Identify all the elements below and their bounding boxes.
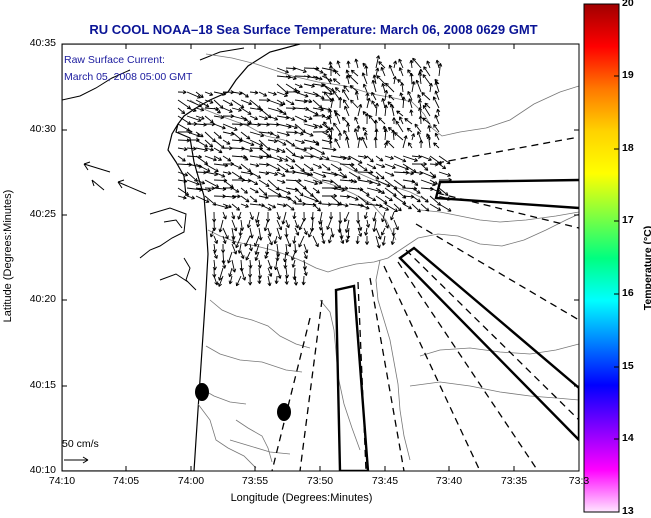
colorbar-tick-label: 16 bbox=[622, 287, 634, 299]
coastal-vectors bbox=[83, 161, 147, 195]
land-inlet bbox=[159, 257, 197, 291]
colorbar-tick-label: 13 bbox=[622, 505, 634, 517]
ytick-label: 40:25 bbox=[29, 208, 56, 220]
xtick-label: 74:05 bbox=[112, 475, 140, 487]
map-layers bbox=[62, 44, 579, 471]
colorbar-tick-label: 14 bbox=[622, 432, 634, 444]
xtick-label: 73:55 bbox=[241, 475, 269, 487]
land-peninsula bbox=[167, 123, 187, 197]
buoy-marker-south bbox=[277, 403, 291, 421]
map-title: RU COOL NOAA–18 Sea Surface Temperature:… bbox=[89, 22, 538, 37]
land-upper bbox=[62, 47, 245, 101]
land-coast bbox=[62, 44, 301, 471]
buoy-marker-north bbox=[195, 383, 209, 401]
annotation-line-2: March 05, 2008 05:00 GMT bbox=[64, 71, 193, 83]
colorbar-tick-label: 19 bbox=[622, 69, 634, 81]
surface-current-vectors bbox=[177, 55, 452, 287]
scale-label: 50 cm/s bbox=[62, 438, 99, 450]
bathymetry-contours bbox=[189, 53, 579, 469]
radar-range-rings bbox=[271, 136, 579, 471]
scale-arrow bbox=[64, 456, 89, 464]
colorbar-tick-label: 18 bbox=[622, 142, 634, 154]
axis-ticks bbox=[61, 43, 580, 472]
xtick-label: 74:10 bbox=[48, 475, 76, 487]
colorbar-tick-label: 20 bbox=[622, 0, 634, 9]
xtick-label: 74:00 bbox=[177, 475, 205, 487]
xtick-label: 73:45 bbox=[371, 475, 399, 487]
x-axis-title: Longitude (Degrees:Minutes) bbox=[230, 492, 373, 504]
colorbar-tick-label: 17 bbox=[622, 214, 634, 226]
annotation-line-1: Raw Surface Current: bbox=[64, 54, 165, 66]
xtick-label: 73:50 bbox=[306, 475, 334, 487]
colorbar-tick-label: 15 bbox=[622, 360, 634, 372]
land-bay bbox=[139, 207, 187, 259]
xtick-label: 73:3 bbox=[568, 475, 590, 487]
ytick-label: 40:15 bbox=[29, 379, 56, 391]
ytick-label: 40:20 bbox=[29, 293, 56, 305]
ytick-label: 40:10 bbox=[29, 464, 56, 476]
current-vector-arrows bbox=[177, 55, 452, 287]
colorbar-label: Temperature (°C) bbox=[642, 225, 651, 311]
ytick-label: 40:30 bbox=[29, 123, 56, 135]
xtick-label: 73:40 bbox=[435, 475, 463, 487]
colorbar-bar bbox=[583, 3, 620, 513]
radar-beam-outlines bbox=[334, 178, 579, 471]
ytick-label: 40:35 bbox=[29, 37, 56, 49]
y-axis-title: Latitude (Degrees:Minutes) bbox=[2, 189, 14, 323]
colorbar-ticks bbox=[614, 3, 619, 513]
xtick-label: 73:35 bbox=[500, 475, 528, 487]
